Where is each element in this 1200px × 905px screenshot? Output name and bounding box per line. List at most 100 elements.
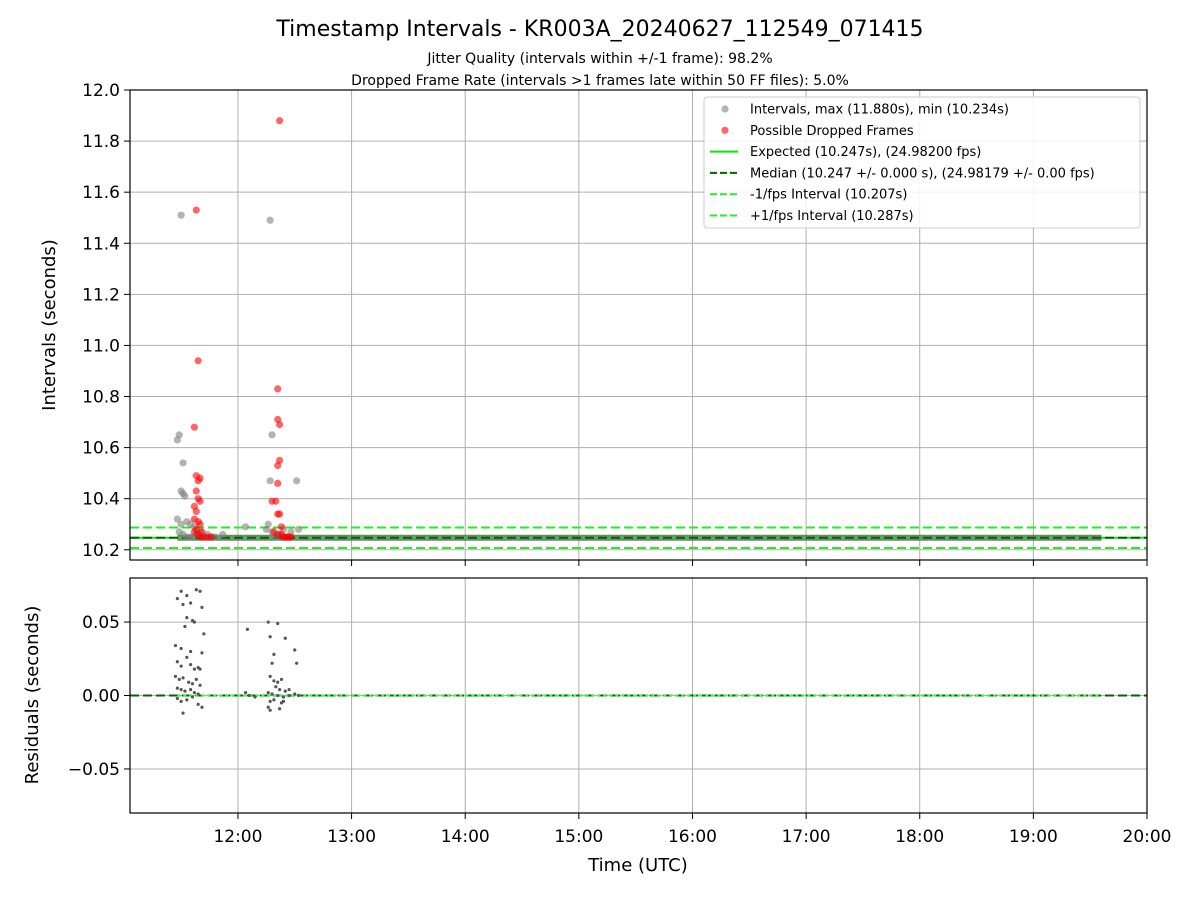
interval-point xyxy=(177,520,185,528)
residual-point xyxy=(272,652,276,656)
intervals-y-tick-label: 11.6 xyxy=(82,183,120,203)
dropped-frame-point xyxy=(192,487,200,495)
residual-point xyxy=(272,679,276,683)
residual-point xyxy=(175,686,179,690)
x-tick-label: 13:00 xyxy=(327,827,376,847)
residual-point xyxy=(173,643,178,648)
residual-point xyxy=(181,676,185,680)
dropped-frame-point xyxy=(194,357,202,365)
residual-point xyxy=(196,702,200,706)
intervals-y-tick-label: 10.6 xyxy=(82,439,120,459)
residual-point xyxy=(181,602,185,607)
interval-point xyxy=(266,216,274,224)
residual-point xyxy=(276,680,280,684)
interval-point xyxy=(293,477,301,485)
x-tick-label: 12:00 xyxy=(213,827,262,847)
dropped-frame-point xyxy=(274,479,282,487)
residual-point xyxy=(179,589,183,593)
residual-point xyxy=(268,708,272,712)
interval-point xyxy=(179,459,187,467)
interval-point xyxy=(268,431,276,439)
interval-point xyxy=(173,515,181,523)
residual-point xyxy=(247,693,251,698)
legend-marker-intervals xyxy=(721,105,729,113)
residual-point xyxy=(281,695,286,699)
intervals-y-tick-label: 11.4 xyxy=(82,234,120,254)
residual-point xyxy=(278,688,282,692)
residual-point xyxy=(279,677,284,681)
residual-point xyxy=(179,699,183,703)
residual-point xyxy=(272,698,276,702)
residual-point xyxy=(185,698,189,702)
residual-point xyxy=(202,632,206,636)
residual-point xyxy=(175,660,179,664)
dropped-frame-point xyxy=(276,117,284,125)
legend-label: Intervals, max (11.880s), min (10.234s) xyxy=(750,103,1009,118)
x-tick-label: 18:00 xyxy=(895,827,944,847)
interval-point xyxy=(294,525,303,533)
dropped-frame-point xyxy=(274,461,282,470)
dropped-frame-point xyxy=(196,497,204,505)
residual-point xyxy=(283,689,287,693)
residual-point xyxy=(175,596,179,601)
residual-point xyxy=(293,648,297,652)
residual-point xyxy=(194,677,198,681)
residual-point xyxy=(274,685,278,689)
residual-point xyxy=(293,692,297,696)
x-tick-label: 19:00 xyxy=(1009,827,1058,847)
residual-point xyxy=(189,688,193,692)
residual-point xyxy=(179,646,183,651)
top-y-axis-label: Intervals (seconds) xyxy=(39,239,60,411)
dropped-frame-point xyxy=(276,421,284,429)
interval-point xyxy=(173,436,181,444)
dropped-frame-point xyxy=(276,510,284,518)
residual-point xyxy=(185,616,189,620)
residual-point xyxy=(177,677,181,681)
x-tick-label: 14:00 xyxy=(441,827,490,847)
residual-point xyxy=(198,589,202,593)
residual-point xyxy=(268,674,272,679)
interval-point xyxy=(187,533,195,541)
residual-point xyxy=(179,688,183,692)
residual-point xyxy=(287,688,291,692)
residual-point xyxy=(200,705,204,709)
residual-point xyxy=(198,683,202,687)
interval-point xyxy=(241,523,250,531)
chart-title: Timestamp Intervals - KR003A_20240627_11… xyxy=(275,17,923,42)
residual-point xyxy=(281,699,286,703)
dropped-frame-point xyxy=(192,507,200,516)
interval-point xyxy=(266,477,274,485)
residual-point xyxy=(187,680,191,684)
intervals-y-tick-label: 10.4 xyxy=(82,490,120,510)
residual-point xyxy=(192,690,196,695)
residual-point xyxy=(179,664,183,668)
intervals-axes-frame xyxy=(129,89,1148,561)
dropped-frame-point xyxy=(190,423,198,431)
residual-point xyxy=(196,692,200,696)
intervals-y-tick-label: 12.0 xyxy=(82,81,120,101)
residual-point xyxy=(245,627,250,632)
residual-point xyxy=(270,692,274,696)
residual-point xyxy=(183,689,187,693)
dropped-frame-point xyxy=(207,533,216,541)
legend-label: -1/fps Interval (10.207s) xyxy=(750,188,907,203)
residual-point xyxy=(175,696,179,701)
residual-point xyxy=(266,705,270,709)
residuals-y-tick-label: 0.05 xyxy=(82,613,120,633)
residual-point xyxy=(268,699,272,703)
interval-point xyxy=(181,492,189,500)
legend: Intervals, max (11.880s), min (10.234s) P… xyxy=(703,96,1141,229)
residual-point xyxy=(253,695,257,699)
residual-point xyxy=(181,711,185,715)
residual-point xyxy=(276,693,280,698)
dropped-frame-point xyxy=(272,497,280,505)
interval-point xyxy=(219,530,227,539)
legend-marker-dropped xyxy=(721,126,729,134)
residual-point xyxy=(183,624,187,629)
legend-label: Expected (10.247s), (24.98200 fps) xyxy=(750,145,981,160)
x-tick-label: 16:00 xyxy=(668,827,717,847)
residual-point xyxy=(185,594,189,598)
legend-label: Possible Dropped Frames xyxy=(750,124,914,139)
